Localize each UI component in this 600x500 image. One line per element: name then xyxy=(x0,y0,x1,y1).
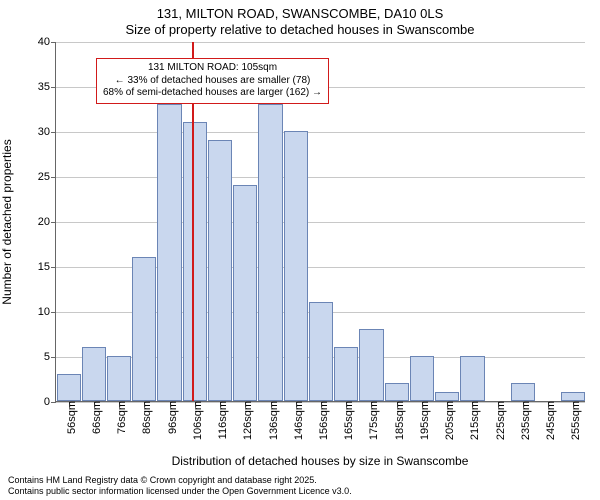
histogram-bar xyxy=(82,347,106,401)
xtick-label: 225sqm xyxy=(489,401,507,440)
xtick-label: 146sqm xyxy=(287,401,305,440)
xtick-label: 136sqm xyxy=(262,401,280,440)
xtick-label: 86sqm xyxy=(135,401,153,434)
histogram-bar xyxy=(107,356,131,401)
xtick-label: 195sqm xyxy=(413,401,431,440)
histogram-bar xyxy=(410,356,434,401)
ytick-label: 20 xyxy=(38,216,56,228)
ytick-label: 15 xyxy=(38,261,56,273)
ytick-label: 35 xyxy=(38,81,56,93)
xtick-label: 56sqm xyxy=(60,401,78,434)
histogram-bar xyxy=(233,185,257,401)
chart-title-line2: Size of property relative to detached ho… xyxy=(0,22,600,37)
xtick-label: 96sqm xyxy=(161,401,179,434)
chart-title-line1: 131, MILTON ROAD, SWANSCOMBE, DA10 0LS xyxy=(0,6,600,21)
histogram-bar xyxy=(460,356,484,401)
xtick-label: 235sqm xyxy=(514,401,532,440)
xtick-label: 255sqm xyxy=(564,401,582,440)
gridline xyxy=(56,42,585,43)
ytick-label: 25 xyxy=(38,171,56,183)
property-size-chart: 131, MILTON ROAD, SWANSCOMBE, DA10 0LS S… xyxy=(0,0,600,500)
histogram-bar xyxy=(208,140,232,401)
histogram-bar xyxy=(258,104,282,401)
ytick-label: 0 xyxy=(44,396,56,408)
ytick-label: 30 xyxy=(38,126,56,138)
gridline xyxy=(56,177,585,178)
x-axis-label: Distribution of detached houses by size … xyxy=(55,454,585,468)
xtick-label: 185sqm xyxy=(388,401,406,440)
histogram-bar xyxy=(561,392,585,401)
y-axis-label: Number of detached properties xyxy=(0,139,14,304)
histogram-bar xyxy=(132,257,156,401)
xtick-label: 66sqm xyxy=(85,401,103,434)
xtick-label: 106sqm xyxy=(186,401,204,440)
histogram-bar xyxy=(385,383,409,401)
histogram-bar xyxy=(309,302,333,401)
plot-area: 051015202530354056sqm66sqm76sqm86sqm96sq… xyxy=(55,42,585,402)
histogram-bar xyxy=(284,131,308,401)
credits-line1: Contains HM Land Registry data © Crown c… xyxy=(8,475,317,486)
ytick-label: 5 xyxy=(44,351,56,363)
histogram-bar xyxy=(334,347,358,401)
xtick-label: 156sqm xyxy=(312,401,330,440)
histogram-bar xyxy=(359,329,383,401)
xtick-label: 215sqm xyxy=(463,401,481,440)
gridline xyxy=(56,222,585,223)
histogram-bar xyxy=(157,104,181,401)
annotation-line: 68% of semi-detached houses are larger (… xyxy=(103,87,322,100)
histogram-bar xyxy=(511,383,535,401)
xtick-label: 116sqm xyxy=(211,401,229,439)
xtick-label: 205sqm xyxy=(438,401,456,440)
xtick-label: 76sqm xyxy=(110,401,128,434)
xtick-label: 126sqm xyxy=(236,401,254,440)
annotation-line: 131 MILTON ROAD: 105sqm xyxy=(103,62,322,75)
credits-line2: Contains public sector information licen… xyxy=(8,486,352,497)
ytick-label: 40 xyxy=(38,36,56,48)
xtick-label: 175sqm xyxy=(362,401,380,440)
gridline xyxy=(56,132,585,133)
annotation-box: 131 MILTON ROAD: 105sqm← 33% of detached… xyxy=(96,58,329,104)
xtick-label: 165sqm xyxy=(337,401,355,440)
histogram-bar xyxy=(183,122,207,401)
histogram-bar xyxy=(435,392,459,401)
ytick-label: 10 xyxy=(38,306,56,318)
xtick-label: 245sqm xyxy=(539,401,557,440)
annotation-line: ← 33% of detached houses are smaller (78… xyxy=(103,75,322,88)
histogram-bar xyxy=(57,374,81,401)
